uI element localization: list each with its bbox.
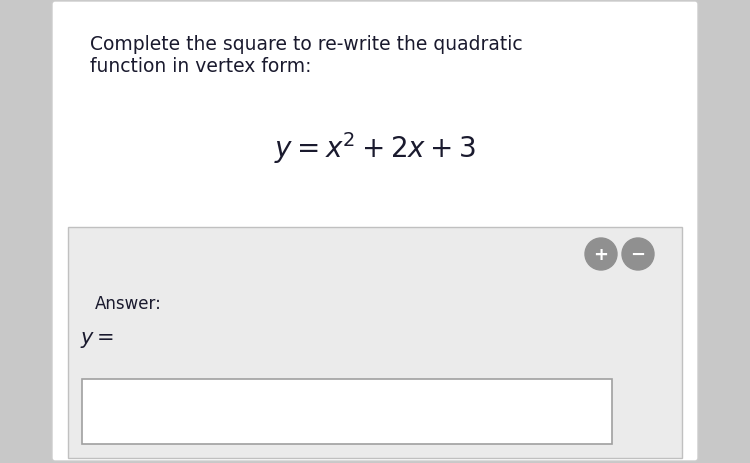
FancyBboxPatch shape: [82, 379, 612, 444]
Text: +: +: [593, 245, 608, 263]
FancyBboxPatch shape: [52, 2, 698, 461]
Text: function in vertex form:: function in vertex form:: [90, 57, 311, 76]
Text: $y =$: $y =$: [80, 329, 114, 349]
FancyBboxPatch shape: [68, 227, 682, 458]
Text: Answer:: Answer:: [95, 294, 162, 313]
Text: −: −: [631, 245, 646, 263]
Text: $y = x^2 + 2x + 3$: $y = x^2 + 2x + 3$: [274, 130, 476, 166]
Circle shape: [585, 238, 617, 270]
Text: Complete the square to re-write the quadratic: Complete the square to re-write the quad…: [90, 35, 523, 54]
Circle shape: [622, 238, 654, 270]
